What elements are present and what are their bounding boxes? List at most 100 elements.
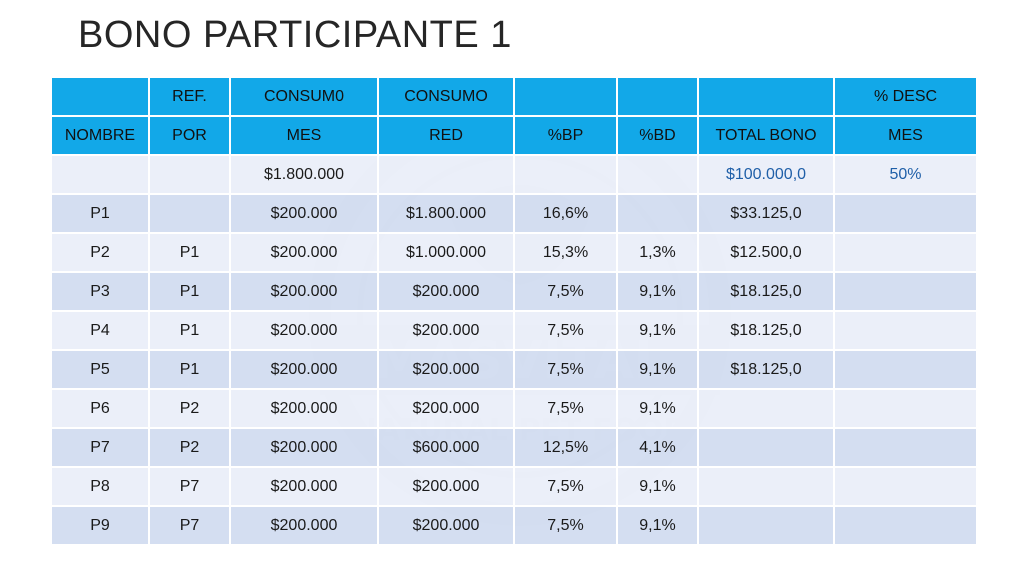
slide-title: BONO PARTICIPANTE 1 xyxy=(78,14,512,56)
table-header-row-1: REF. CONSUM0 CONSUMO % DESC xyxy=(52,78,978,117)
table-cell: 7,5% xyxy=(515,390,618,429)
table-cell: $200.000 xyxy=(379,312,515,351)
header-cell: MES xyxy=(835,117,978,156)
header-cell: CONSUM0 xyxy=(231,78,379,117)
table-cell: $200.000 xyxy=(231,234,379,273)
header-cell: MES xyxy=(231,117,379,156)
desc-percent: 50% xyxy=(835,156,978,195)
table-cell: 9,1% xyxy=(618,312,699,351)
table-cell xyxy=(835,312,978,351)
header-cell: %BP xyxy=(515,117,618,156)
table-row: P8 P7 $200.000 $200.000 7,5% 9,1% xyxy=(52,468,978,507)
header-cell: %BD xyxy=(618,117,699,156)
table-body: P1 $200.000 $1.800.000 16,6% $33.125,0 P2 P1 $2… xyxy=(52,195,978,546)
table-cell: P9 xyxy=(52,507,150,546)
table-row: P5 P1 $200.000 $200.000 7,5% 9,1% $18.125,0 xyxy=(52,351,978,390)
table-cell: $200.000 xyxy=(379,390,515,429)
table-cell: 9,1% xyxy=(618,468,699,507)
header-cell: CONSUMO xyxy=(379,78,515,117)
header-cell: TOTAL BONO xyxy=(699,117,835,156)
table-cell: 15,3% xyxy=(515,234,618,273)
table-cell xyxy=(618,156,699,195)
table-cell: P1 xyxy=(150,234,231,273)
table-cell: 9,1% xyxy=(618,390,699,429)
table-cell: P1 xyxy=(52,195,150,234)
table-cell xyxy=(835,390,978,429)
table-cell: P7 xyxy=(150,507,231,546)
header-cell xyxy=(618,78,699,117)
table-cell: P7 xyxy=(150,468,231,507)
table-row: P7 P2 $200.000 $600.000 12,5% 4,1% xyxy=(52,429,978,468)
table-cell: $33.125,0 xyxy=(699,195,835,234)
table-cell: P8 xyxy=(52,468,150,507)
table-cell xyxy=(150,195,231,234)
table-cell: 9,1% xyxy=(618,507,699,546)
table-cell xyxy=(379,156,515,195)
table-cell: $200.000 xyxy=(231,468,379,507)
table-row: P3 P1 $200.000 $200.000 7,5% 9,1% $18.125,0 xyxy=(52,273,978,312)
table-header-row-2: NOMBRE POR MES RED %BP %BD TOTAL BONO ME… xyxy=(52,117,978,156)
table-cell: 16,6% xyxy=(515,195,618,234)
table-cell: 7,5% xyxy=(515,468,618,507)
table-cell: $200.000 xyxy=(231,312,379,351)
table-cell xyxy=(52,156,150,195)
table-cell: $200.000 xyxy=(231,195,379,234)
table-cell xyxy=(835,351,978,390)
table-cell xyxy=(835,507,978,546)
header-cell xyxy=(699,78,835,117)
table-cell: P2 xyxy=(150,390,231,429)
table-cell xyxy=(835,468,978,507)
table-cell xyxy=(515,156,618,195)
header-cell: % DESC xyxy=(835,78,978,117)
header-cell xyxy=(52,78,150,117)
table-cell: $1.800.000 xyxy=(231,156,379,195)
table-cell: $600.000 xyxy=(379,429,515,468)
table-cell: P5 xyxy=(52,351,150,390)
bono-table: REF. CONSUM0 CONSUMO % DESC NOMBRE POR M… xyxy=(52,78,978,546)
table-cell: 12,5% xyxy=(515,429,618,468)
table-cell: $18.125,0 xyxy=(699,351,835,390)
table-row: P2 P1 $200.000 $1.000.000 15,3% 1,3% $12.500,0 xyxy=(52,234,978,273)
table-cell: $200.000 xyxy=(231,351,379,390)
table-row: P6 P2 $200.000 $200.000 7,5% 9,1% xyxy=(52,390,978,429)
table-cell: 4,1% xyxy=(618,429,699,468)
header-cell xyxy=(515,78,618,117)
table-cell: $18.125,0 xyxy=(699,312,835,351)
table-cell: $200.000 xyxy=(231,429,379,468)
total-bono-amount: $100.000,0 xyxy=(699,156,835,195)
table-cell: P2 xyxy=(150,429,231,468)
table-row: P1 $200.000 $1.800.000 16,6% $33.125,0 xyxy=(52,195,978,234)
table-cell: $200.000 xyxy=(379,351,515,390)
table-cell: P2 xyxy=(52,234,150,273)
table-cell: $200.000 xyxy=(231,390,379,429)
table-row: P4 P1 $200.000 $200.000 7,5% 9,1% $18.125,0 xyxy=(52,312,978,351)
table-cell: P7 xyxy=(52,429,150,468)
table-cell: 9,1% xyxy=(618,273,699,312)
table-cell: $1.800.000 xyxy=(379,195,515,234)
summary-row: $1.800.000 $100.000,0 50% xyxy=(52,156,978,195)
header-cell: RED xyxy=(379,117,515,156)
table-cell: $200.000 xyxy=(379,507,515,546)
table-cell xyxy=(699,468,835,507)
table-cell: 7,5% xyxy=(515,312,618,351)
table-cell: $200.000 xyxy=(231,507,379,546)
table-cell xyxy=(699,507,835,546)
header-cell: REF. xyxy=(150,78,231,117)
table-cell: P1 xyxy=(150,351,231,390)
table-cell: 1,3% xyxy=(618,234,699,273)
table-cell xyxy=(835,234,978,273)
table-cell: $1.000.000 xyxy=(379,234,515,273)
table-cell: $200.000 xyxy=(379,273,515,312)
table-cell: P3 xyxy=(52,273,150,312)
table-cell xyxy=(835,195,978,234)
header-cell: POR xyxy=(150,117,231,156)
table-cell: $18.125,0 xyxy=(699,273,835,312)
table-cell xyxy=(835,429,978,468)
table-cell: P1 xyxy=(150,312,231,351)
table-cell: P1 xyxy=(150,273,231,312)
table-cell: 7,5% xyxy=(515,507,618,546)
table-cell xyxy=(150,156,231,195)
table-cell: $200.000 xyxy=(231,273,379,312)
table-cell: 9,1% xyxy=(618,351,699,390)
